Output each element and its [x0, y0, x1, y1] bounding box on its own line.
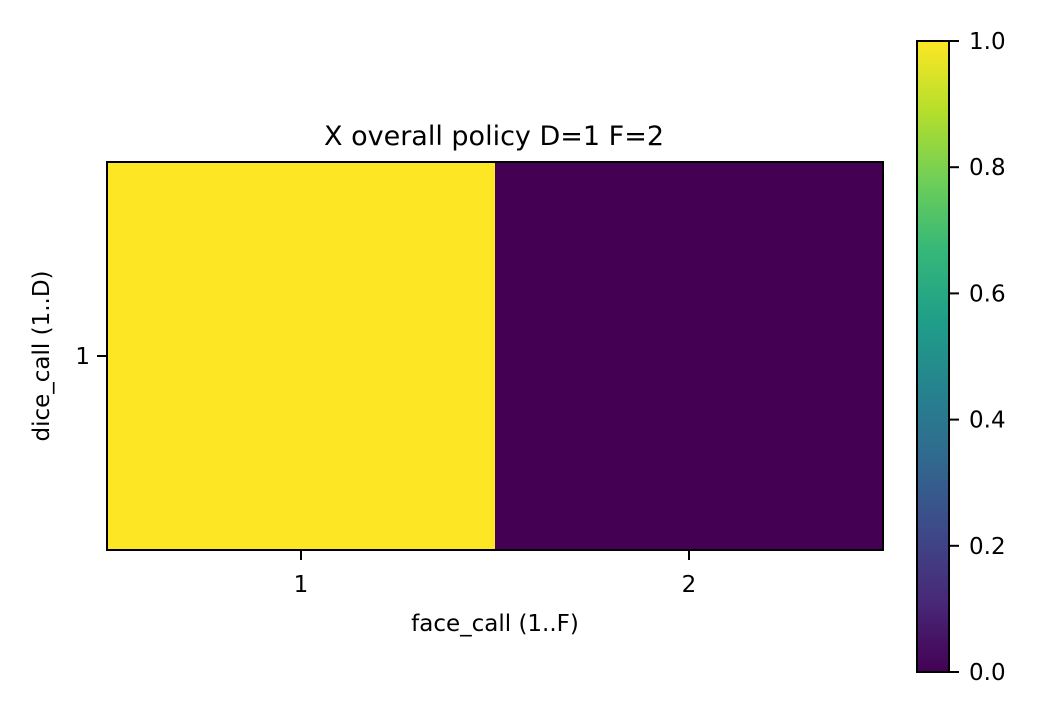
colorbar-bar [916, 40, 950, 673]
chart-title: X overall policy D=1 F=2 [324, 121, 664, 152]
colorbar-tick-label: 1.0 [969, 29, 1006, 55]
colorbar-tick-label: 0.2 [969, 534, 1006, 560]
colorbar-tick-label: 0.0 [969, 660, 1006, 686]
y-axis: 1 dice_call (1..D) [29, 270, 107, 442]
x-axis-label: face_call (1..F) [411, 611, 579, 637]
x-axis: 1 2 face_call (1..F) [294, 550, 697, 637]
heatmap-cell [495, 162, 883, 550]
colorbar-tick-label: 0.4 [969, 408, 1006, 434]
y-tick-label: 1 [75, 344, 90, 370]
colorbar: 0.0 0.2 0.4 0.6 0.8 1.0 [916, 29, 1006, 686]
colorbar-tick-label: 0.6 [969, 281, 1006, 307]
heatmap-cell [107, 162, 495, 550]
colorbar-ticks: 0.0 0.2 0.4 0.6 0.8 1.0 [949, 29, 1006, 686]
heatmap-cells [107, 162, 883, 550]
x-tick-label: 2 [682, 572, 697, 598]
y-axis-label: dice_call (1..D) [29, 270, 55, 441]
x-tick-label: 1 [294, 572, 309, 598]
colorbar-tick-label: 0.8 [969, 155, 1006, 181]
